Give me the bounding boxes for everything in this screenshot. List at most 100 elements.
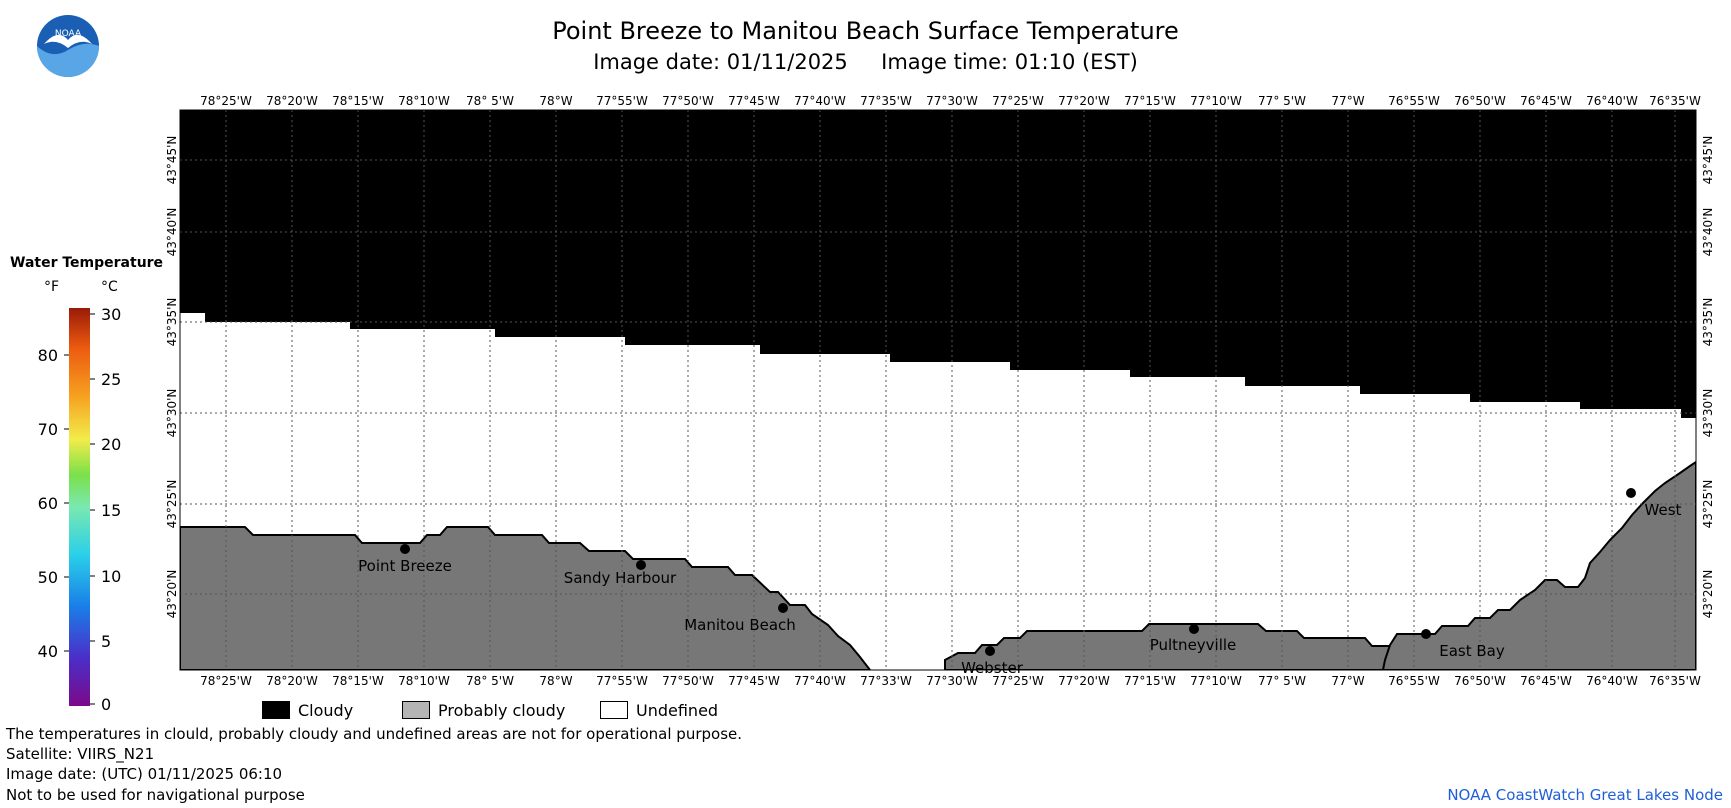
navigation-warning: Not to be used for navigational purpose — [6, 786, 305, 804]
legend-title: Water Temperature — [10, 255, 164, 271]
lon-label: 77° 5'W — [1258, 674, 1306, 688]
lon-label: 76°40'W — [1586, 674, 1638, 688]
probably-cloudy-label: Probably cloudy — [438, 701, 566, 720]
south-shore-land-east — [1381, 460, 1696, 670]
undefined-swatch — [600, 701, 628, 719]
unit-fahrenheit: °F — [44, 279, 60, 295]
sandy-harbour-label: Sandy Harbour — [564, 569, 677, 587]
f-tick: 50 — [38, 568, 58, 587]
lon-label: 76°45'W — [1520, 94, 1572, 108]
c-tick: 25 — [101, 370, 121, 389]
colorbar-gradient — [69, 308, 90, 706]
lon-label: 77°30'W — [926, 674, 978, 688]
lon-label: 78°20'W — [266, 94, 318, 108]
left-latitude-labels: 43°45'N 43°40'N 43°35'N 43°30'N 43°25'N … — [165, 136, 179, 619]
lon-label: 77°25'W — [992, 674, 1044, 688]
pultneyville-marker — [1189, 624, 1199, 634]
lat-label: 43°20'N — [1701, 570, 1715, 619]
lon-label: 78°10'W — [398, 94, 450, 108]
lon-label: 76°50'W — [1454, 94, 1506, 108]
right-latitude-labels: 43°45'N 43°40'N 43°35'N 43°30'N 43°25'N … — [1701, 136, 1715, 619]
lon-label: 77°45'W — [728, 94, 780, 108]
probably-cloudy-swatch — [402, 701, 430, 719]
credit-link[interactable]: NOAA CoastWatch Great Lakes Node — [1447, 786, 1723, 804]
lat-label: 43°40'N — [1701, 208, 1715, 257]
lon-label: 77°10'W — [1190, 674, 1242, 688]
lon-label: 76°35'W — [1649, 94, 1701, 108]
lon-label: 76°50'W — [1454, 674, 1506, 688]
fahrenheit-ticks: 80 70 60 50 40 — [38, 346, 69, 661]
lon-label: 77°30'W — [926, 94, 978, 108]
c-tick: 20 — [101, 435, 121, 454]
lon-label: 77°40'W — [794, 674, 846, 688]
undefined-label: Undefined — [636, 701, 719, 720]
lat-label: 43°40'N — [165, 208, 179, 257]
webster-marker — [985, 646, 995, 656]
noaa-logo-text: NOAA — [55, 29, 82, 39]
lon-label: 76°55'W — [1388, 674, 1440, 688]
west-label: West — [1645, 501, 1682, 519]
place-markers: Point Breeze Sandy Harbour Manitou Beach… — [358, 488, 1682, 677]
lon-label: 78°15'W — [332, 674, 384, 688]
east-bay-marker — [1421, 629, 1431, 639]
west-marker — [1626, 488, 1636, 498]
point-breeze-marker — [400, 544, 410, 554]
bottom-longitude-labels: 78°25'W 78°20'W 78°15'W 78°10'W 78° 5'W … — [200, 674, 1701, 688]
lon-label: 76°55'W — [1388, 94, 1440, 108]
lon-label: 78° 5'W — [466, 674, 514, 688]
f-tick: 80 — [38, 346, 58, 365]
f-tick: 40 — [38, 642, 58, 661]
lon-label: 78°10'W — [398, 674, 450, 688]
disclaimer-text: The temperatures in clould, probably clo… — [6, 725, 743, 743]
c-tick: 15 — [101, 501, 121, 520]
pultneyville-label: Pultneyville — [1150, 636, 1237, 654]
lon-label: 77°45'W — [728, 674, 780, 688]
lon-label: 78°W — [539, 94, 572, 108]
lon-label: 77°35'W — [860, 94, 912, 108]
south-shore-land-middle — [944, 623, 1416, 670]
noaa-logo-icon: NOAA — [37, 15, 99, 77]
c-tick: 10 — [101, 567, 121, 586]
cloud-area — [180, 110, 1696, 418]
lat-label: 43°30'N — [1701, 389, 1715, 438]
east-bay-label: East Bay — [1439, 642, 1505, 660]
f-tick: 70 — [38, 420, 58, 439]
lon-label: 77°55'W — [596, 674, 648, 688]
lat-label: 43°25'N — [165, 480, 179, 529]
unit-celsius: °C — [101, 279, 118, 295]
temperature-colorbar: 80 70 60 50 40 30 25 20 15 10 5 0 — [38, 305, 122, 714]
lon-label: 77°W — [1331, 94, 1364, 108]
lat-label: 43°45'N — [1701, 136, 1715, 185]
lon-label: 77°20'W — [1058, 674, 1110, 688]
lat-label: 43°45'N — [165, 136, 179, 185]
graticule — [180, 110, 1696, 670]
lon-label: 77°W — [1331, 674, 1364, 688]
lat-label: 43°35'N — [1701, 298, 1715, 347]
manitou-beach-marker — [778, 603, 788, 613]
lon-label: 77°40'W — [794, 94, 846, 108]
lon-label: 76°40'W — [1586, 94, 1638, 108]
lon-label: 77° 5'W — [1258, 94, 1306, 108]
webster-label: Webster — [961, 659, 1024, 677]
lon-label: 77°20'W — [1058, 94, 1110, 108]
lat-label: 43°25'N — [1701, 480, 1715, 529]
lat-label: 43°35'N — [165, 298, 179, 347]
f-tick: 60 — [38, 494, 58, 513]
lon-label: 77°33'W — [860, 674, 912, 688]
lon-label: 76°35'W — [1649, 674, 1701, 688]
page-title: Point Breeze to Manitou Beach Surface Te… — [552, 17, 1179, 45]
lat-label: 43°20'N — [165, 570, 179, 619]
point-breeze-label: Point Breeze — [358, 557, 452, 575]
c-tick: 30 — [101, 305, 121, 324]
lon-label: 78°W — [539, 674, 572, 688]
south-shore-land-west — [180, 526, 872, 670]
c-tick: 5 — [101, 632, 111, 651]
lon-label: 77°50'W — [662, 674, 714, 688]
lon-label: 78°15'W — [332, 94, 384, 108]
lon-label: 77°55'W — [596, 94, 648, 108]
sandy-harbour-marker — [636, 560, 646, 570]
lon-label: 76°45'W — [1520, 674, 1572, 688]
lon-label: 78°25'W — [200, 674, 252, 688]
cloudy-label: Cloudy — [298, 701, 354, 720]
